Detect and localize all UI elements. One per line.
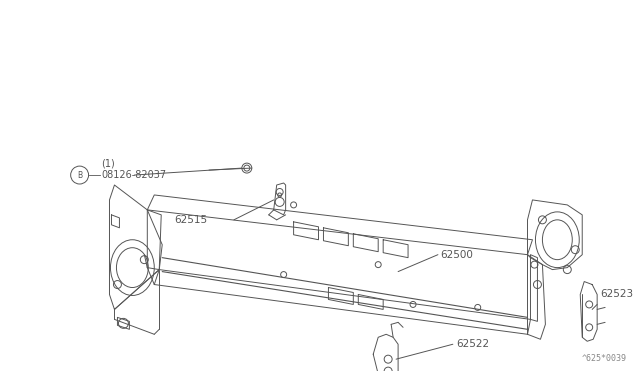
Text: 62523: 62523 xyxy=(600,289,633,299)
Text: 62522: 62522 xyxy=(456,339,489,349)
Text: 62500: 62500 xyxy=(440,250,473,260)
Text: 62515: 62515 xyxy=(174,215,207,225)
Text: 08126-82037: 08126-82037 xyxy=(102,170,166,180)
Text: (1): (1) xyxy=(102,158,115,168)
Text: B: B xyxy=(77,170,82,180)
Text: ^625*0039: ^625*0039 xyxy=(582,354,627,363)
